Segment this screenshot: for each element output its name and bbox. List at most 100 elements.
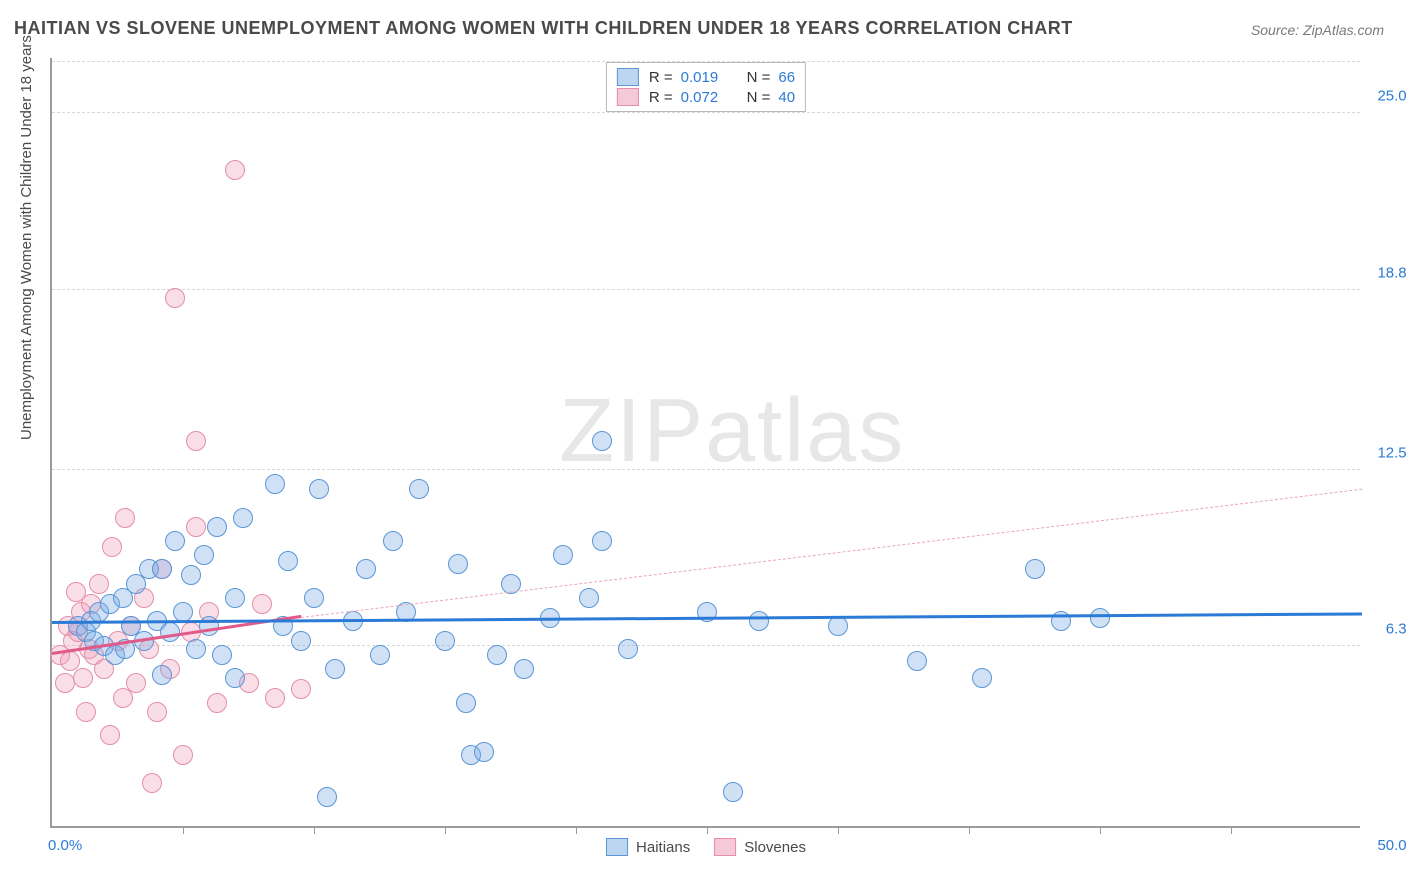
y-axis-title: Unemployment Among Women with Children U… (18, 35, 35, 440)
gridline (52, 469, 1360, 470)
watermark-bold: ZIP (559, 381, 705, 481)
data-point (356, 559, 376, 579)
data-point (309, 479, 329, 499)
data-point (152, 665, 172, 685)
data-point (207, 693, 227, 713)
data-point (207, 517, 227, 537)
data-point (225, 588, 245, 608)
series-legend: Haitians Slovenes (606, 838, 806, 856)
r-value-slovenes: 0.072 (681, 89, 731, 106)
data-point (165, 531, 185, 551)
data-point (265, 688, 285, 708)
x-axis-min-label: 0.0% (48, 837, 82, 854)
data-point (456, 693, 476, 713)
x-tick (183, 826, 184, 834)
data-point (828, 616, 848, 636)
gridline (52, 289, 1360, 290)
data-point (60, 651, 80, 671)
data-point (278, 551, 298, 571)
data-point (1025, 559, 1045, 579)
n-value-slovenes: 40 (778, 89, 795, 106)
data-point (186, 517, 206, 537)
legend-label-haitians: Haitians (636, 839, 690, 856)
data-point (186, 431, 206, 451)
data-point (514, 659, 534, 679)
data-point (291, 631, 311, 651)
legend-label-slovenes: Slovenes (744, 839, 806, 856)
source-attribution: Source: ZipAtlas.com (1251, 22, 1384, 38)
x-tick (576, 826, 577, 834)
y-tick-label: 18.8% (1377, 264, 1406, 281)
data-point (89, 574, 109, 594)
gridline (52, 112, 1360, 113)
x-tick (969, 826, 970, 834)
data-point (383, 531, 403, 551)
data-point (448, 554, 468, 574)
data-point (579, 588, 599, 608)
data-point (147, 702, 167, 722)
data-point (152, 559, 172, 579)
n-value-haitians: 66 (778, 69, 795, 86)
data-point (100, 725, 120, 745)
data-point (76, 702, 96, 722)
data-point (73, 668, 93, 688)
data-point (233, 508, 253, 528)
swatch-slovenes (714, 838, 736, 856)
scatter-plot-area: ZIPatlas R = 0.019 N = 66 R = 0.072 N = … (50, 58, 1360, 828)
data-point (723, 782, 743, 802)
swatch-slovenes (617, 88, 639, 106)
data-point (102, 537, 122, 557)
x-tick (314, 826, 315, 834)
data-point (212, 645, 232, 665)
watermark-thin: atlas (705, 381, 905, 481)
x-tick (1100, 826, 1101, 834)
x-tick (445, 826, 446, 834)
n-label: N = (747, 69, 771, 86)
data-point (317, 787, 337, 807)
data-point (291, 679, 311, 699)
x-tick (1231, 826, 1232, 834)
y-tick-label: 6.3% (1386, 621, 1406, 638)
data-point (181, 565, 201, 585)
swatch-haitians (606, 838, 628, 856)
data-point (972, 668, 992, 688)
data-point (160, 622, 180, 642)
data-point (173, 745, 193, 765)
data-point (474, 742, 494, 762)
legend-item-slovenes: Slovenes (714, 838, 806, 856)
data-point (592, 531, 612, 551)
data-point (553, 545, 573, 565)
data-point (186, 639, 206, 659)
data-point (115, 508, 135, 528)
data-point (194, 545, 214, 565)
n-label: N = (747, 89, 771, 106)
x-tick (838, 826, 839, 834)
r-label: R = (649, 89, 673, 106)
data-point (409, 479, 429, 499)
r-value-haitians: 0.019 (681, 69, 731, 86)
data-point (907, 651, 927, 671)
swatch-haitians (617, 68, 639, 86)
gridline (52, 61, 1360, 62)
gridline (52, 645, 1360, 646)
x-tick (707, 826, 708, 834)
data-point (142, 773, 162, 793)
legend-row-slovenes: R = 0.072 N = 40 (617, 87, 795, 107)
chart-title: HAITIAN VS SLOVENE UNEMPLOYMENT AMONG WO… (14, 18, 1073, 39)
data-point (618, 639, 638, 659)
data-point (592, 431, 612, 451)
data-point (304, 588, 324, 608)
correlation-legend: R = 0.019 N = 66 R = 0.072 N = 40 (606, 62, 806, 112)
data-point (487, 645, 507, 665)
data-point (126, 673, 146, 693)
y-tick-label: 25.0% (1377, 88, 1406, 105)
data-point (252, 594, 272, 614)
data-point (370, 645, 390, 665)
x-axis-max-label: 50.0% (1377, 837, 1406, 854)
data-point (435, 631, 455, 651)
data-point (165, 288, 185, 308)
data-point (749, 611, 769, 631)
data-point (225, 160, 245, 180)
data-point (325, 659, 345, 679)
data-point (1090, 608, 1110, 628)
